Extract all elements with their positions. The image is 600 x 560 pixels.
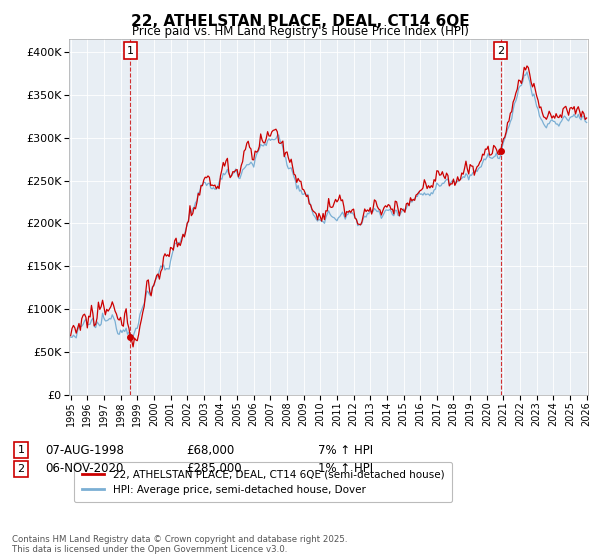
Text: 22, ATHELSTAN PLACE, DEAL, CT14 6QE: 22, ATHELSTAN PLACE, DEAL, CT14 6QE [131, 14, 469, 29]
Text: 1: 1 [127, 45, 134, 55]
Text: £68,000: £68,000 [186, 444, 234, 457]
Text: 2: 2 [17, 464, 25, 474]
Text: 1% ↑ HPI: 1% ↑ HPI [318, 462, 373, 475]
Text: 2: 2 [497, 45, 504, 55]
Text: Price paid vs. HM Land Registry's House Price Index (HPI): Price paid vs. HM Land Registry's House … [131, 25, 469, 38]
Text: 07-AUG-1998: 07-AUG-1998 [45, 444, 124, 457]
Text: 7% ↑ HPI: 7% ↑ HPI [318, 444, 373, 457]
Text: 1: 1 [17, 445, 25, 455]
Text: 06-NOV-2020: 06-NOV-2020 [45, 462, 124, 475]
Text: Contains HM Land Registry data © Crown copyright and database right 2025.
This d: Contains HM Land Registry data © Crown c… [12, 535, 347, 554]
Text: £285,000: £285,000 [186, 462, 242, 475]
Legend: 22, ATHELSTAN PLACE, DEAL, CT14 6QE (semi-detached house), HPI: Average price, s: 22, ATHELSTAN PLACE, DEAL, CT14 6QE (sem… [74, 462, 452, 502]
